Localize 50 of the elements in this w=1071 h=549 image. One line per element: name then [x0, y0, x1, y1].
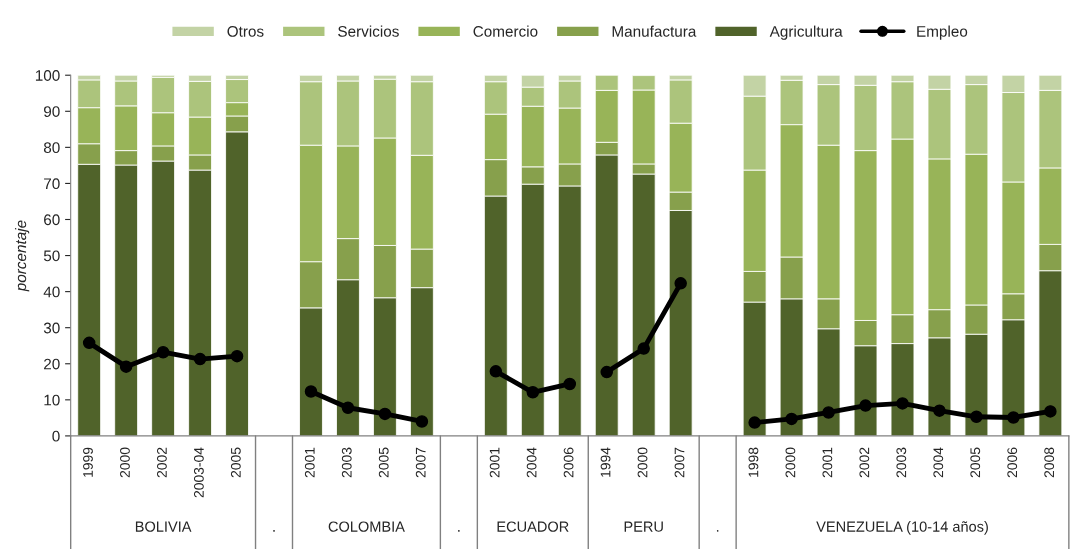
x-tick-label: 2003-04	[193, 447, 204, 498]
x-tick-label: 2002	[157, 447, 167, 478]
y-tick-label: 30	[43, 322, 60, 334]
legend-label: Empleo	[917, 25, 968, 40]
legend-label: Manufactura	[612, 25, 697, 37]
x-tick-label: 1998	[748, 447, 759, 477]
y-tick-label: 80	[43, 142, 60, 154]
x-tick-label: 2001	[822, 447, 833, 478]
y-tick-label: 40	[43, 286, 60, 298]
x-tick-label: 2004	[526, 447, 537, 478]
y-tick-label: 100	[35, 70, 60, 81]
legend-label: Servicios	[338, 25, 399, 37]
text: .	[273, 530, 275, 532]
y-tick-label: 70	[44, 178, 60, 190]
x-tick-label: 2006	[563, 447, 574, 478]
y-tick-label: 50	[43, 250, 60, 262]
x-tick-label: 2003	[896, 447, 907, 478]
x-tick-label: 2007	[415, 447, 426, 478]
legend-label: Agricultura	[769, 25, 843, 40]
y-tick-label: 20	[44, 358, 60, 370]
legend-label: Otros	[227, 25, 264, 37]
x-tick-label: 2002	[859, 447, 870, 478]
x-tick-label: 2008	[1044, 447, 1055, 478]
text: PERU	[624, 521, 663, 532]
y-axis-title: porcentaje	[14, 220, 30, 292]
x-tick-label: 2001	[489, 447, 500, 478]
x-tick-label: 2001	[304, 447, 315, 478]
x-tick-label: 1999	[83, 447, 93, 477]
x-tick-label: 2000	[120, 447, 130, 478]
x-tick-label: 2003	[341, 447, 352, 478]
x-tick-label: 2005	[378, 447, 389, 478]
x-tick-label: 2000	[785, 447, 796, 478]
y-tick-label: 10	[44, 394, 60, 406]
y-tick-label: 60	[44, 214, 60, 226]
text: BOLIVIA	[135, 521, 192, 532]
x-tick-label: 2005	[970, 447, 981, 478]
text: COLOMBIA	[328, 521, 405, 532]
x-tick-label: 2006	[1007, 447, 1018, 478]
x-tick-label: 2005	[230, 447, 241, 478]
legend-label: Comercio	[473, 25, 538, 37]
text: VENEZUELA (10-14 años)	[816, 521, 988, 535]
y-tick-label: 0	[52, 430, 60, 442]
x-tick-label: 2004	[933, 447, 944, 478]
text: ECUADOR	[497, 521, 569, 532]
x-tick-label: 2007	[674, 447, 685, 478]
x-tick-label: 1994	[600, 447, 611, 477]
x-tick-label: 2000	[637, 447, 648, 478]
text: .	[716, 530, 719, 532]
y-tick-label: 90	[43, 106, 60, 117]
text: .	[458, 530, 460, 532]
